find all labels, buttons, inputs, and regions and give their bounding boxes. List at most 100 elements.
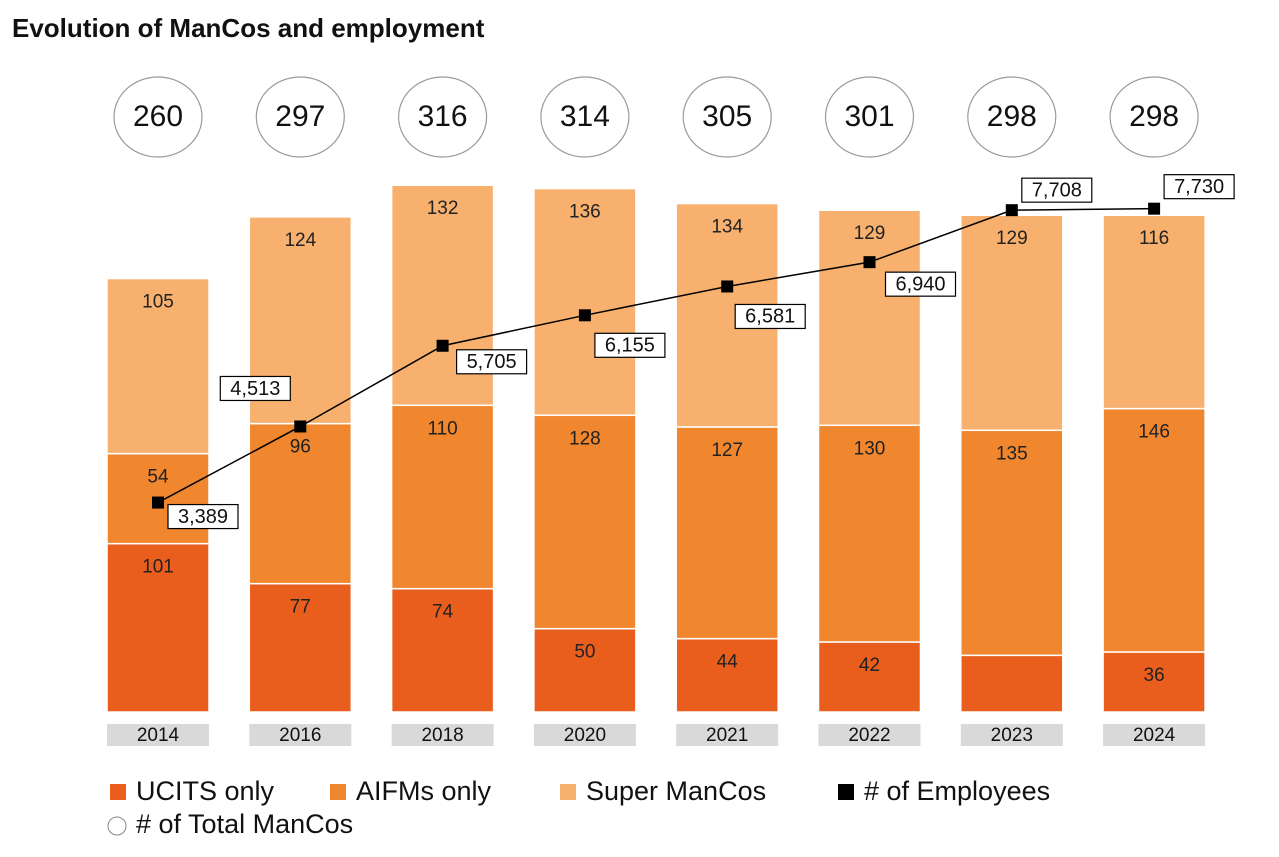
employee-label: 7,730 [1174,176,1224,198]
employee-marker [152,496,164,509]
x-tick-label: 2022 [848,725,890,746]
bar-segment [248,422,353,585]
employee-label: 5,705 [467,351,517,373]
bar-segment [533,187,637,417]
total-label: 298 [1129,100,1179,133]
total-label: 297 [275,100,325,133]
total-label: 298 [987,100,1037,133]
employee-label: 6,940 [895,273,945,295]
employee-label-box [1163,174,1235,200]
total-circle [1109,76,1199,158]
employee-line [157,207,1155,504]
total-circle [540,76,630,158]
bar-segment [533,414,637,630]
bar-segment [675,426,779,640]
legend-label: AIFMs only [356,776,492,806]
employee-label: 7,708 [1032,179,1082,201]
bar-value-label: 129 [854,223,886,244]
legend-swatch [330,784,346,800]
bar-segment [960,429,1064,657]
total-label: 305 [702,100,752,133]
legend-swatch [838,784,854,800]
bar-segment [106,277,210,455]
bar-value-label: 136 [569,202,601,223]
bar-value-label: 74 [432,602,454,623]
employee-label-box [456,349,528,375]
chart-title: Evolution of ManCos and employment [12,13,485,43]
bar-value-label: 127 [711,440,743,461]
bar-segment [1102,407,1206,653]
bar-value-label: 50 [574,642,595,663]
employee-label: 6,581 [745,306,795,328]
bar-value-label: 54 [147,467,169,488]
employee-label-box [167,503,239,530]
x-tick-label: 2016 [279,725,321,746]
legend-label: # of Total ManCos [136,809,353,839]
employee-label-box [594,332,666,358]
bar-segment [960,654,1064,713]
bar-segment [960,214,1064,432]
total-circle [113,76,203,158]
bar-segment [817,424,922,643]
x-tick-label: 2014 [137,725,180,746]
total-circle [967,76,1057,158]
legend-label: # of Employees [864,776,1050,806]
bar-value-label: 129 [996,228,1028,249]
employee-label: 4,513 [230,378,280,400]
year-box [533,724,636,746]
bar-value-label: 124 [284,230,316,251]
year-box [249,724,352,746]
employee-marker [721,280,734,293]
year-box [391,724,494,746]
x-tick-label: 2023 [991,725,1033,746]
bar-value-label: 132 [427,198,459,219]
bar-value-label: 134 [711,217,743,238]
employee-marker [1005,204,1018,217]
bar-value-label: 77 [290,597,311,618]
legend-swatch [560,784,576,800]
bar-segment [675,637,779,713]
bar-value-label: 135 [996,443,1028,464]
total-circle [398,76,488,158]
total-circle [824,76,915,158]
bar-value-label: 105 [142,292,174,313]
x-tick-label: 2021 [706,725,748,746]
employee-marker [1148,202,1161,215]
total-label: 301 [844,100,894,133]
year-box [676,724,779,746]
year-box [818,724,921,746]
employee-marker [294,420,307,433]
total-label: 314 [560,100,610,133]
bar-value-label: 101 [142,557,174,578]
bar-segment [1102,214,1206,410]
employee-label-box [219,375,291,402]
bar-value-label: 146 [1138,422,1170,443]
total-label: 260 [133,100,183,133]
employee-label: 3,389 [178,506,228,528]
bar-segment [248,582,353,713]
bar-value-label: 116 [1139,228,1169,249]
bar-segment [817,641,922,713]
bar-value-label: 110 [427,418,457,439]
employee-label-box [1021,177,1093,203]
employee-label-box [734,303,806,330]
x-tick-label: 2024 [1133,725,1176,746]
bar-segment [390,587,495,713]
legend-circle [107,816,127,836]
bar-value-label: 96 [290,437,311,458]
x-tick-label: 2018 [421,725,463,746]
legend-label: UCITS only [136,776,275,806]
bar-value-label: 130 [854,438,886,459]
employee-label-box [884,271,957,297]
bar-value-label: 42 [859,655,880,676]
bar-value-label: 44 [717,652,739,673]
total-circle [255,76,345,158]
bar-segment [1102,651,1206,713]
employee-marker [578,309,591,322]
year-box [960,724,1063,746]
employee-label: 6,155 [605,335,655,357]
year-box [107,724,209,746]
bar-value-label: 36 [1144,665,1165,686]
bar-segment [106,542,210,713]
